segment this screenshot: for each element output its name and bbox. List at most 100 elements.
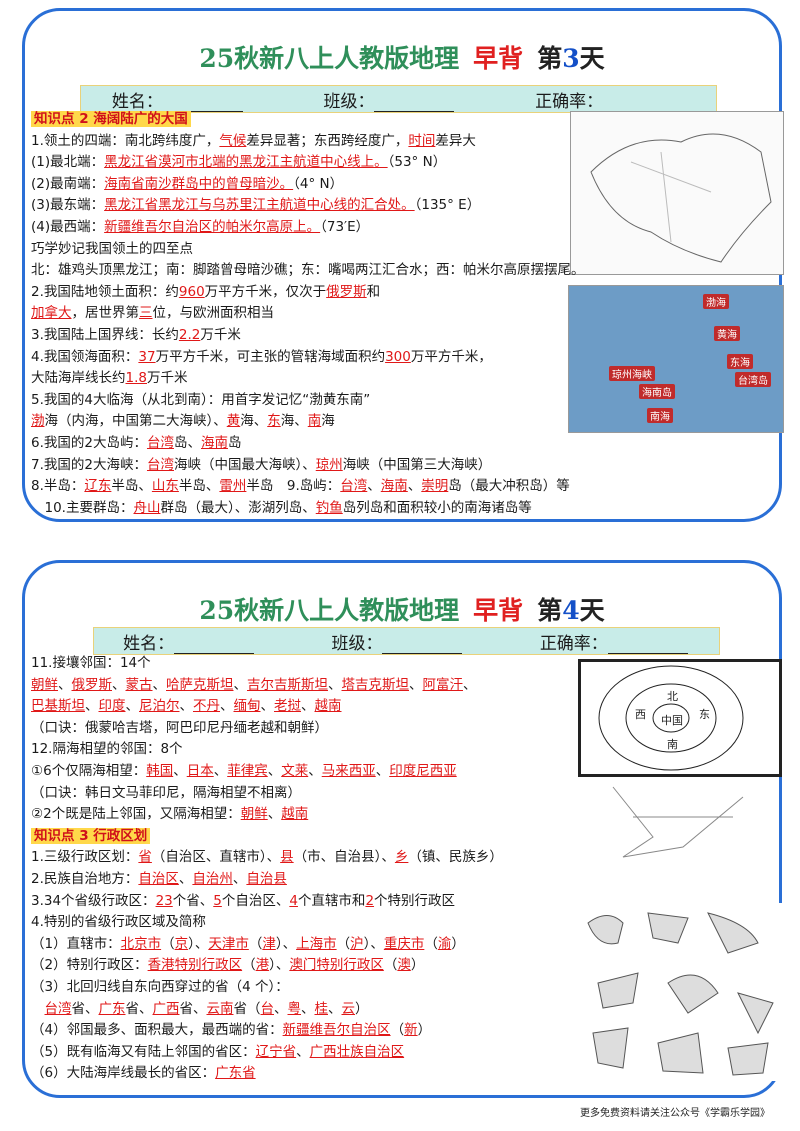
answer: 印度 (98, 698, 126, 715)
text-line: 6.我国的2大岛屿：台湾岛、海南岛 (31, 433, 585, 455)
answer: 菲律宾 (227, 762, 268, 779)
text: 万平方千米，可主张的管辖海域面积约 (155, 348, 386, 365)
text: （73′E） (320, 218, 370, 235)
text-line: （1）直辖市：北京市（京）、天津市（津）、上海市（沪）、重庆市（渝） (31, 934, 503, 956)
answer: 台湾 (146, 456, 174, 473)
text-line: 2.民族自治地方：自治区、自治州、自治县 (31, 869, 503, 891)
text: （自治区、直辖市）、 (151, 849, 281, 866)
answer: 俄罗斯 (326, 283, 367, 300)
name-fields: 姓名： 班级： 正确率： (80, 85, 717, 113)
map-label: 海南岛 (639, 384, 675, 399)
text-line: ②2个既是陆上邻国，又隔海相望：朝鲜、越南 (31, 804, 503, 826)
text: （135° E） (414, 197, 481, 214)
text: （ (248, 935, 263, 952)
answer: 澳 (397, 957, 411, 974)
sketch-map (593, 777, 773, 873)
text: 、 (301, 1000, 315, 1017)
sea-map: 渤海 黄海 东海 台湾岛 南海 海南岛 琼州海峡 (568, 285, 784, 433)
answer: 时间 (408, 132, 436, 149)
text: (3)最东端： (31, 197, 105, 214)
text-line: 4.我国领海面积：37万平方千米，可主张的管辖海域面积约300万平方千米， (31, 347, 585, 369)
answer: 哈萨克斯坦 (166, 676, 234, 693)
text: 、 (58, 676, 72, 693)
text: 、 (274, 1000, 288, 1017)
text: 岛（最大冲积岛）等 (448, 478, 570, 495)
text: 个省、 (172, 892, 214, 909)
answer: 广西 (152, 1000, 180, 1017)
title-part: 天 (579, 44, 605, 73)
text-line: （4）邻国最多、面积最大，最西端的省：新疆维吾尔自治区（新） (31, 1020, 503, 1042)
answer: 重庆市 (383, 935, 425, 952)
text: （2）特别行政区： (31, 957, 148, 974)
title-part: 第 (537, 596, 563, 625)
card: 25秋新八上人教版地理 早背 第4天 姓名： 班级： 正确率： 中国 北 东 南 西 1… (22, 560, 783, 1098)
text-line: 7.我国的2大海峡：台湾海峡（中国最大海峡）、琼州海峡（中国第三大海峡） (31, 455, 585, 477)
text: 万平方千米，仅次于 (204, 283, 327, 300)
answer: 天津市 (208, 935, 249, 952)
map-label: 台湾岛 (735, 372, 771, 387)
name-fields: 姓名： 班级： 正确率： (93, 627, 720, 655)
text: 、 (308, 762, 322, 779)
title-part: 3 (562, 44, 580, 73)
text-line: 巧学妙记我国领土的四至点 (31, 239, 585, 261)
text: 、 (179, 698, 194, 715)
answer: 2.2 (178, 326, 201, 343)
text-line: ①6个仅隔海相望：韩国、日本、菲律宾、文莱、马来西亚、印度尼西亚 (31, 761, 503, 783)
text: 大陆海岸线长约 (31, 370, 126, 387)
text: 、 (260, 698, 275, 715)
text-line: 3.我国陆上国界线：长约2.2万千米 (31, 325, 585, 347)
text: 万千米 (146, 370, 188, 387)
text: ①6个仅隔海相望： (31, 762, 147, 779)
text: 11.接壤邻国：14个 (31, 655, 151, 671)
text: （5）既有临海又有陆上邻国的省区： (31, 1043, 256, 1060)
neighbor-diagram: 中国 北 东 南 西 (578, 659, 782, 777)
diagram-label: 西 (635, 708, 646, 721)
text-line: (4)最西端：新疆维吾尔自治区的帕米尔高原上。（73′E） (31, 217, 585, 239)
text: (4)最西端： (31, 218, 105, 235)
text-line: 知识点 3 行政区划 (31, 826, 503, 848)
text: (1)最北端： (31, 154, 105, 171)
text: 半岛、 (178, 478, 220, 495)
text: 海 (321, 413, 335, 430)
text: 、 (112, 676, 126, 693)
answer: 黑龙江省漠河市北端的黑龙江主航道中心线上。 (104, 154, 388, 171)
title-part: 天 (579, 596, 605, 625)
text: （ (336, 935, 351, 952)
text-line: 渤海（内海，中国第二大海峡）、黄海、东海、南海 (31, 411, 585, 433)
answer: 京 (174, 935, 189, 952)
text: 、 (213, 762, 228, 779)
text: 省、 (125, 1000, 153, 1017)
answer: 舟山 (133, 499, 161, 516)
text: 省（ (233, 1000, 261, 1017)
answer: 黄 (226, 413, 241, 430)
answer: 缅甸 (233, 698, 261, 715)
text: 海（内海，中国第二大海峡）、 (44, 413, 227, 430)
diagram-label: 北 (667, 690, 678, 703)
answer: 朝鲜 (31, 676, 58, 693)
text: （镇、民族乡） (408, 849, 503, 866)
text: （市、自治县）、 (293, 849, 395, 866)
answer: 桂 (314, 1000, 329, 1017)
text-line: （口诀：俄蒙哈吉塔，阿巴印尼丹缅老越和朝鲜） (31, 718, 503, 740)
text: 、 (85, 698, 99, 715)
answer: 海南 (380, 478, 408, 495)
text: 半岛 9.岛屿： (246, 478, 341, 495)
answer: 尼泊尔 (139, 698, 180, 715)
text: 、 (178, 870, 193, 887)
text: 个直辖市和 (297, 892, 366, 909)
answer: 2 (365, 892, 375, 909)
text: （ (383, 957, 398, 974)
text: ②2个既是陆上邻国，又隔海相望： (31, 806, 241, 823)
section-heading: 知识点 2 海阔陆广的大国 (31, 111, 191, 127)
china-map (570, 111, 784, 275)
answer: 台 (260, 1000, 275, 1017)
title-part: 25秋新八上人教版地理 (199, 44, 460, 73)
text-line: （6）大陆海岸线最长的省区：广东省 (31, 1063, 503, 1085)
text-line: (3)最东端：黑龙江省黑龙江与乌苏里江主航道中心线的汇合处。（135° E） (31, 195, 585, 217)
answer: 北京市 (120, 935, 162, 952)
text: ）、 (363, 935, 384, 952)
answer: 海南省南沙群岛中的曾母暗沙。 (104, 175, 294, 192)
province-shapes (587, 912, 774, 1076)
text-line: 1.领土的四端：南北跨纬度广，气候差异显著；东西跨经度广，时间差异大 (31, 131, 585, 153)
map-label: 琼州海峡 (609, 366, 655, 381)
